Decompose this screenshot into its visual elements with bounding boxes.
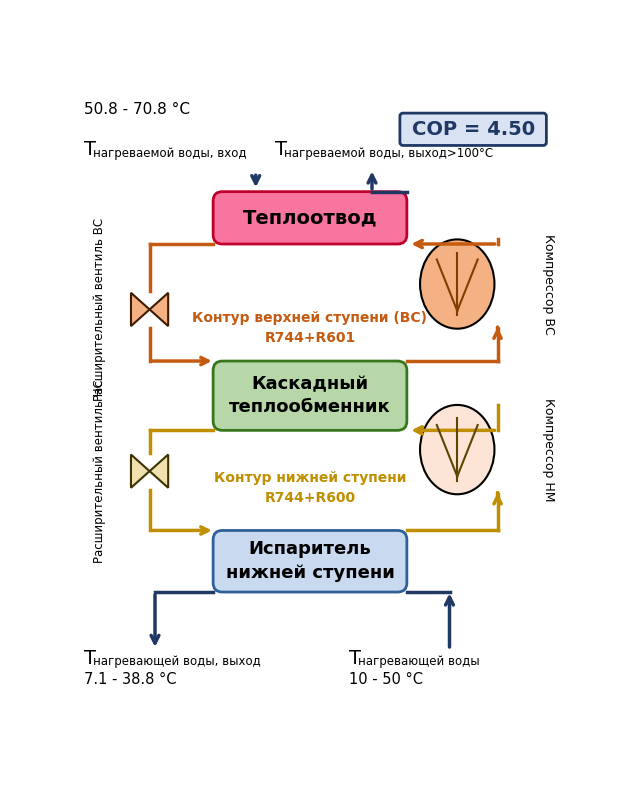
Text: T: T [84,141,95,160]
Polygon shape [149,293,168,326]
Text: T: T [348,649,361,668]
Polygon shape [149,455,168,488]
Text: Каскадный
теплообменник: Каскадный теплообменник [229,375,391,417]
Text: T: T [84,649,95,668]
Text: нагревающей воды, выход: нагревающей воды, выход [93,655,261,669]
Text: 10 - 50 °C: 10 - 50 °C [348,672,423,687]
Text: 7.1 - 38.8 °C: 7.1 - 38.8 °C [84,672,176,687]
Text: Компрессор ВС: Компрессор ВС [542,234,555,335]
Text: Расширительный вентиль ВС: Расширительный вентиль ВС [93,218,105,401]
FancyBboxPatch shape [213,530,407,592]
Text: Контур верхней ступени (ВС)
R744+R601: Контур верхней ступени (ВС) R744+R601 [192,311,428,345]
Text: нагреваемой воды, вход: нагреваемой воды, вход [93,147,247,160]
Text: COP = 4.50: COP = 4.50 [412,120,534,139]
FancyBboxPatch shape [213,361,407,430]
Text: 50.8 - 70.8 °C: 50.8 - 70.8 °C [84,102,190,117]
Text: нагреваемой воды, выход>100°C: нагреваемой воды, выход>100°C [285,147,494,160]
Text: нагревающей воды: нагревающей воды [358,655,480,669]
Text: T: T [275,141,287,160]
Text: Теплоотвод: Теплоотвод [242,208,378,227]
Ellipse shape [420,239,495,328]
Polygon shape [131,293,149,326]
Polygon shape [131,455,149,488]
Text: Контур нижней ступени
R744+R600: Контур нижней ступени R744+R600 [214,471,406,505]
Text: Расширительный вентиль НС: Расширительный вентиль НС [93,379,105,563]
FancyBboxPatch shape [400,113,546,145]
Ellipse shape [420,405,495,494]
FancyBboxPatch shape [213,192,407,244]
Text: Испаритель
нижней ступени: Испаритель нижней ступени [226,541,394,582]
Text: Компрессор НМ: Компрессор НМ [542,398,555,502]
